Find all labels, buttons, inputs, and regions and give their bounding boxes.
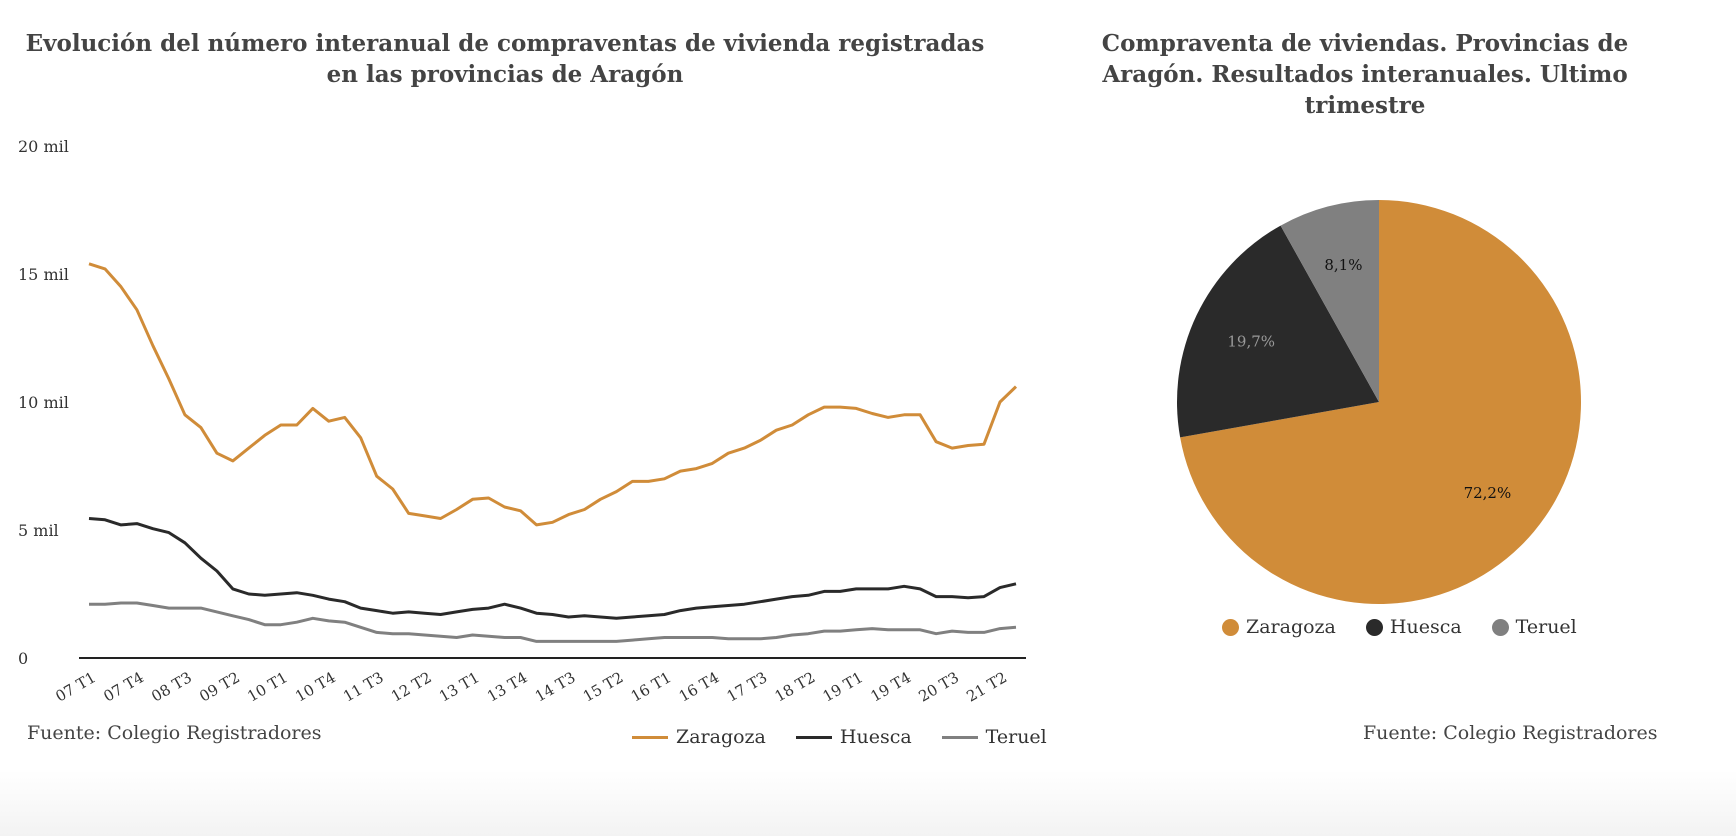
y-tick-label: 5 mil (18, 521, 59, 540)
pie-data-label: 8,1% (1324, 256, 1362, 274)
line-chart: 0 5 mil 10 mil 15 mil 20 mil 07 T1 07 T4 08 T3 0… (18, 137, 1026, 706)
pie-chart-legend: Zaragoza Huesca Teruel (1222, 616, 1577, 638)
x-tick-label: 17 T3 (724, 668, 771, 705)
legend-item-huesca[interactable]: Huesca (795, 726, 912, 748)
x-tick-label: 14 T3 (532, 668, 579, 705)
zaragoza-dot (1222, 618, 1239, 636)
pie-data-label: 19,7% (1227, 332, 1275, 350)
series-line-teruel (89, 601, 1017, 643)
legend-label-teruel: Teruel (985, 726, 1047, 748)
pie-legend-label-zaragoza: Zaragoza (1246, 616, 1336, 638)
y-tick-label: 0 (18, 649, 28, 668)
pie-legend-item-teruel[interactable]: Teruel (1491, 616, 1577, 638)
x-tick-label: 07 T4 (100, 668, 147, 705)
x-tick-label: 10 T4 (292, 668, 339, 705)
legend-item-zaragoza[interactable]: Zaragoza (632, 726, 766, 748)
x-tick-label: 07 T1 (52, 668, 99, 705)
x-tick-label: 11 T3 (340, 668, 387, 705)
huesca-swatch (795, 735, 832, 739)
pie-data-label: 72,2% (1464, 484, 1512, 502)
pie-legend-label-teruel: Teruel (1515, 616, 1577, 638)
x-tick-label: 19 T4 (868, 668, 915, 705)
teruel-swatch (941, 735, 978, 739)
x-tick-label: 08 T3 (148, 668, 195, 705)
x-tick-label: 16 T1 (628, 668, 675, 705)
pie-slice-zaragoza (1180, 200, 1582, 604)
teruel-dot (1491, 618, 1509, 636)
pie-chart-title: Compraventa de viviendas. Provincias de … (1101, 30, 1629, 119)
x-tick-label: 19 T1 (820, 668, 867, 705)
series-line-zaragoza (88, 262, 1018, 527)
pie-slice-huesca (1177, 225, 1379, 438)
x-tick-label: 16 T4 (676, 668, 723, 705)
series-line-huesca (88, 517, 1017, 620)
y-tick-label: 10 mil (18, 393, 69, 412)
line-chart-legend: Zaragoza Huesca Teruel (632, 726, 1047, 748)
x-tick-label: 18 T2 (772, 668, 819, 705)
line-chart-title: Evolución del número interanual de compr… (25, 30, 985, 88)
legend-label-zaragoza: Zaragoza (676, 726, 766, 748)
legend-label-huesca: Huesca (839, 726, 912, 748)
legend-item-teruel[interactable]: Teruel (941, 726, 1047, 748)
x-tick-label: 21 T2 (963, 668, 1010, 705)
x-tick-label: 13 T1 (436, 668, 483, 705)
huesca-dot (1365, 618, 1383, 636)
x-tick-label: 13 T4 (484, 668, 531, 705)
x-tick-label: 09 T2 (196, 668, 243, 705)
y-tick-label: 20 mil (18, 137, 69, 156)
line-chart-source: Fuente: Colegio Registradores (27, 722, 322, 744)
pie-legend-item-huesca[interactable]: Huesca (1365, 616, 1462, 638)
y-tick-label: 15 mil (18, 265, 69, 284)
zaragoza-swatch (632, 735, 668, 739)
x-tick-label: 12 T2 (388, 668, 435, 705)
pie-chart-source: Fuente: Colegio Registradores (1363, 722, 1658, 744)
pie-slice-teruel (1280, 200, 1379, 402)
x-tick-label: 10 T1 (244, 668, 291, 705)
x-tick-label: 15 T2 (580, 668, 627, 705)
x-tick-label: 20 T3 (915, 668, 962, 705)
pie-legend-label-huesca: Huesca (1389, 616, 1462, 638)
pie-legend-item-zaragoza[interactable]: Zaragoza (1222, 616, 1336, 638)
